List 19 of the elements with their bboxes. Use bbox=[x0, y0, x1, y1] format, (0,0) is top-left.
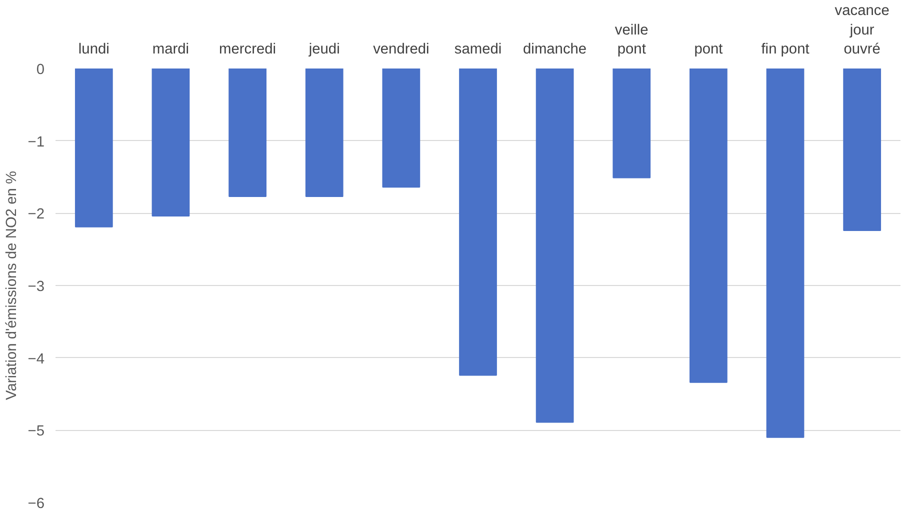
y-tick-label: −1 bbox=[28, 134, 45, 150]
y-tick-label: −4 bbox=[28, 351, 45, 368]
y-axis-title: Variation d'émissions de NO2 en % bbox=[4, 171, 20, 400]
x-tick-label: jeudi bbox=[308, 42, 340, 58]
x-tick-label: fin pont bbox=[761, 42, 810, 58]
x-tick-label: lundi bbox=[78, 42, 110, 58]
y-tick-label: −2 bbox=[28, 206, 45, 223]
x-tick-label: samedi bbox=[454, 42, 502, 58]
x-tick-label: dimanche bbox=[523, 42, 587, 58]
x-tick-label: vacance jour ouvré bbox=[834, 3, 890, 58]
y-tick-label: −6 bbox=[28, 496, 45, 512]
x-tick-label: pont bbox=[694, 42, 723, 58]
x-tick-label: vendredi bbox=[373, 42, 430, 58]
x-tick-label: mercredi bbox=[219, 42, 276, 58]
y-tick-label: 0 bbox=[36, 62, 45, 78]
x-tick-label: mardi bbox=[152, 42, 190, 58]
y-tick-label: −5 bbox=[28, 424, 45, 440]
y-tick-label: −3 bbox=[28, 279, 45, 295]
x-tick-label: veille pont bbox=[614, 22, 648, 58]
